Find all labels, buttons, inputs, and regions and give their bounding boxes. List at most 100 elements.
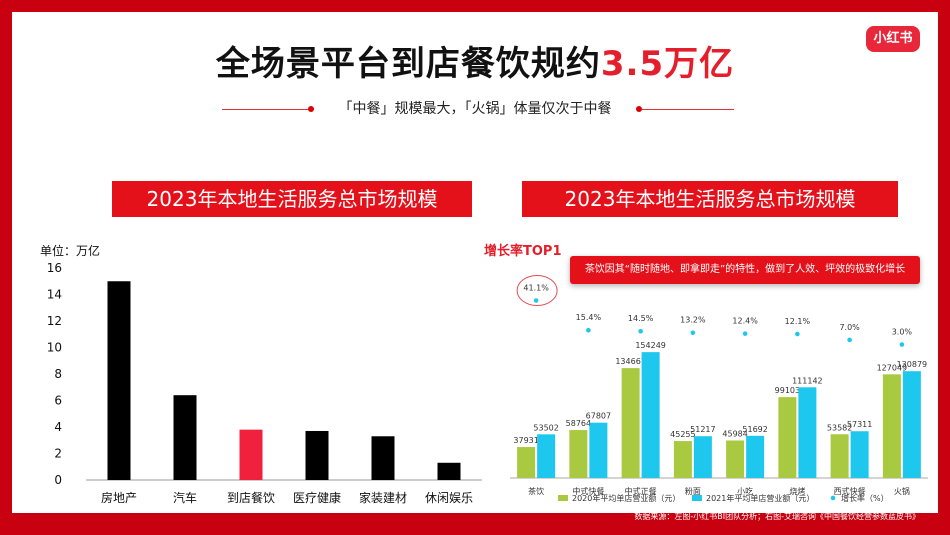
legend-label-2021: 2021年平均单店营业额（元） bbox=[706, 493, 814, 503]
bar-西式快餐-2021 bbox=[850, 431, 869, 478]
growth-label: 3.0% bbox=[892, 328, 913, 337]
bar-茶饮-2020 bbox=[517, 447, 536, 478]
legend-swatch-2021 bbox=[692, 495, 702, 501]
growth-label: 13.2% bbox=[680, 316, 706, 325]
data-label: 45255 bbox=[670, 430, 695, 439]
growth-point-西式快餐 bbox=[847, 337, 852, 343]
subtitle-divider-right bbox=[642, 109, 734, 110]
growth-point-火锅 bbox=[899, 342, 905, 347]
bar-到店餐饮 bbox=[239, 429, 263, 480]
x-tick-label: 医疗健康 bbox=[293, 490, 341, 505]
bar-中式快餐-2020 bbox=[569, 430, 588, 478]
data-label: 99103 bbox=[775, 386, 800, 395]
x-tick-label: 中式快餐 bbox=[572, 486, 604, 496]
x-tick-label: 西式快餐 bbox=[834, 486, 866, 496]
y-tick-label: 6 bbox=[54, 394, 62, 408]
growth-point-粉面 bbox=[690, 330, 696, 336]
x-tick-label: 休闲娱乐 bbox=[425, 491, 473, 505]
page-title: 全场景平台到店餐饮规约3.5万亿 bbox=[12, 36, 938, 85]
subtitle: 「中餐」规模最大，「火锅」体量仅次于中餐 bbox=[338, 101, 612, 117]
unit-label: 单位：万亿 bbox=[40, 244, 101, 258]
bar-中式快餐-2021 bbox=[589, 422, 608, 478]
legend-label-growth: 增长率（%） bbox=[841, 493, 889, 503]
growth-label: 12.4% bbox=[732, 317, 758, 326]
bar-烧烤-2021 bbox=[798, 387, 817, 478]
x-tick-label: 到店餐饮 bbox=[227, 490, 275, 505]
growth-label: 7.0% bbox=[839, 323, 860, 332]
bar-火锅-2020 bbox=[882, 374, 901, 478]
tea-callout: 茶饮因其“随时随地、即拿即走”的特性，做到了人效、坪效的极致化增长 bbox=[570, 256, 920, 284]
data-label: 57311 bbox=[847, 420, 872, 429]
x-tick-label: 粉面 bbox=[685, 486, 701, 496]
bar-茶饮-2021 bbox=[537, 434, 556, 478]
y-tick-label: 12 bbox=[47, 314, 62, 328]
growth-point-小吃 bbox=[742, 331, 748, 336]
x-tick-label: 汽车 bbox=[173, 490, 197, 505]
growth-label: 14.5% bbox=[628, 314, 654, 323]
data-label: 53502 bbox=[533, 423, 558, 432]
title-main: 全场景平台到店餐饮规约 bbox=[215, 44, 601, 84]
x-tick-label: 茶饮 bbox=[528, 486, 544, 496]
data-label: 67807 bbox=[586, 412, 611, 421]
growth-label: 15.4% bbox=[576, 313, 602, 322]
top1-highlight-circle bbox=[516, 275, 558, 307]
data-label: 53582 bbox=[827, 423, 852, 432]
right-banner: 2023年本地生活服务总市场规模 bbox=[522, 181, 898, 217]
x-tick-label: 房地产 bbox=[101, 490, 137, 505]
left-banner: 2023年本地生活服务总市场规模 bbox=[112, 181, 472, 217]
subtitle-dot-right bbox=[636, 106, 642, 112]
data-label: 134667 bbox=[615, 357, 646, 366]
data-label: 130879 bbox=[897, 360, 928, 369]
bar-医疗健康 bbox=[305, 430, 329, 480]
bar-粉面-2021 bbox=[693, 436, 712, 478]
legend-swatch-2020 bbox=[558, 495, 568, 501]
growth-label: 12.1% bbox=[785, 317, 811, 326]
title-highlight: 3.5万亿 bbox=[600, 44, 735, 84]
bar-房地产 bbox=[107, 281, 131, 480]
x-tick-label: 烧烤 bbox=[789, 486, 805, 496]
growth-top1-tag: 增长率TOP1 bbox=[484, 244, 562, 259]
bar-家装建材 bbox=[371, 436, 395, 480]
growth-point-茶饮 bbox=[533, 298, 539, 303]
x-tick-label: 中式正餐 bbox=[625, 486, 657, 496]
x-tick-label: 家装建材 bbox=[359, 490, 407, 505]
xiaohongshu-logo: 小红书 bbox=[866, 26, 920, 52]
legend-swatch-growth bbox=[830, 495, 836, 501]
growth-point-中式快餐 bbox=[586, 327, 591, 333]
y-tick-label: 14 bbox=[47, 288, 62, 302]
subtitle-divider-left bbox=[222, 109, 314, 110]
subtitle-dot-left bbox=[308, 106, 314, 112]
y-tick-label: 10 bbox=[47, 341, 62, 355]
data-source: 数据来源：左图-小红书BI团队分析；右图-艾瑞咨询《中国餐饮经营参数蓝皮书》 bbox=[634, 512, 920, 521]
data-label: 127049 bbox=[877, 363, 908, 372]
slide-page: 小红书 全场景平台到店餐饮规约3.5万亿 「中餐」规模最大，「火锅」体量仅次于中… bbox=[12, 12, 938, 521]
data-label: 58764 bbox=[566, 419, 591, 428]
bar-烧烤-2020 bbox=[778, 397, 797, 478]
y-tick-label: 8 bbox=[54, 367, 62, 381]
left-bar-chart: 0 2 4 6 8 10 12 14 16 房地产 汽车 到店餐饮 医疗健康 家装建材 休闲娱乐 bbox=[47, 261, 482, 505]
bar-西式快餐-2020 bbox=[830, 434, 849, 478]
y-tick-label: 16 bbox=[47, 261, 62, 275]
x-tick-label: 火锅 bbox=[894, 486, 910, 496]
bar-汽车 bbox=[173, 395, 197, 480]
bar-火锅-2021 bbox=[902, 371, 921, 478]
data-label: 111142 bbox=[792, 376, 823, 385]
growth-point-中式正餐 bbox=[638, 328, 643, 334]
bar-中式正餐-2021 bbox=[641, 352, 660, 478]
growth-label: 41.1% bbox=[523, 284, 549, 293]
bar-中式正餐-2020 bbox=[621, 368, 640, 478]
data-label: 45984 bbox=[722, 429, 747, 438]
bar-粉面-2020 bbox=[673, 441, 692, 478]
subtitle-row: 「中餐」规模最大，「火锅」体量仅次于中餐 bbox=[12, 98, 938, 120]
data-label: 51692 bbox=[742, 425, 767, 434]
y-tick-label: 2 bbox=[54, 447, 62, 461]
bar-小吃-2020 bbox=[726, 440, 745, 478]
data-label: 154249 bbox=[635, 341, 666, 350]
data-label: 51217 bbox=[690, 425, 715, 434]
x-tick-label: 小吃 bbox=[737, 486, 753, 496]
data-label: 37931 bbox=[513, 436, 538, 445]
y-tick-label: 4 bbox=[54, 420, 62, 434]
y-tick-label: 0 bbox=[54, 473, 62, 487]
